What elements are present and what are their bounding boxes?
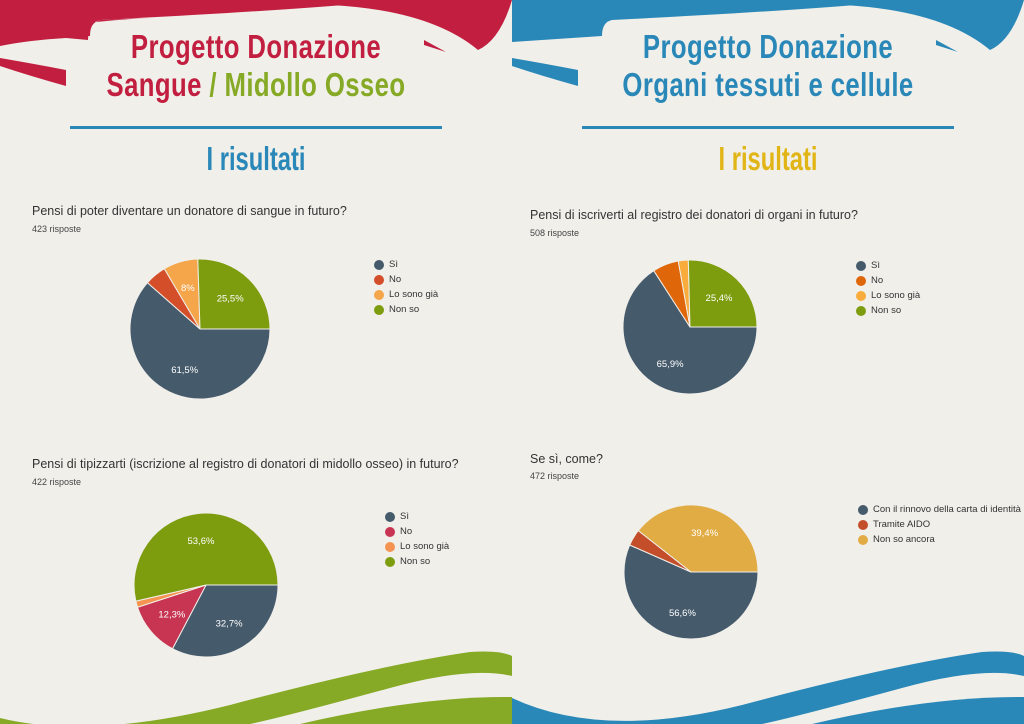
- legend-label: Tramite AIDO: [873, 519, 931, 530]
- title-midollo: Midollo Osseo: [224, 66, 406, 103]
- results-heading: I risultati: [718, 140, 818, 177]
- pie-slice-non-so-ancora: [637, 504, 759, 573]
- legend-item: Lo sono già: [374, 287, 438, 302]
- legend-dot-icon: [374, 304, 384, 315]
- divider: [70, 126, 442, 129]
- pie-slice-non-so: [197, 258, 271, 330]
- slice-data-label: 32,7%: [216, 619, 243, 630]
- legend-item: No: [385, 524, 449, 539]
- legend-dot-icon: [385, 526, 395, 537]
- legend-item: Sì: [385, 509, 449, 524]
- question-title: Se sì, come?: [530, 452, 603, 466]
- legend-label: No: [389, 274, 402, 285]
- legend-item: Non so: [385, 554, 449, 569]
- legend-item: Lo sono già: [385, 539, 449, 554]
- slice-data-label: 53,6%: [187, 536, 214, 547]
- legend-dot-icon: [858, 504, 868, 515]
- legend-item: Lo sono già: [856, 288, 920, 303]
- slice-data-label: 25,5%: [217, 293, 244, 304]
- pie-slice-non-so: [687, 259, 758, 328]
- legend-label: No: [400, 526, 413, 537]
- question-title: Pensi di tipizzarti (iscrizione al regis…: [32, 457, 459, 471]
- bottom-wave: [0, 651, 512, 724]
- legend-dot-icon: [858, 534, 868, 545]
- legend-dot-icon: [374, 289, 384, 300]
- legend-label: Non so: [400, 556, 431, 567]
- legend-dot-icon: [856, 260, 866, 271]
- legend-item: Sì: [856, 258, 920, 273]
- bottom-wave: [512, 651, 1024, 724]
- legend: Sì No Lo sono già Non so: [385, 509, 449, 569]
- legend: Con il rinnovo della carta di identità Tr…: [858, 502, 1021, 547]
- legend-label: Lo sono già: [400, 541, 450, 552]
- response-count: 472 risposte: [530, 471, 580, 481]
- results-heading: I risultati: [206, 140, 306, 177]
- project-title-line1: Progetto Donazione: [130, 28, 382, 65]
- response-count: 508 risposte: [530, 228, 580, 238]
- pie-slice-s-: [129, 282, 271, 400]
- legend: Sì No Lo sono già Non so: [856, 258, 920, 318]
- pie-slice-s-: [622, 269, 758, 395]
- legend-dot-icon: [856, 305, 866, 316]
- question-title: Pensi di iscriverti al registro dei dona…: [530, 208, 858, 222]
- legend-item: Sì: [374, 257, 438, 272]
- slice-data-label: 61,5%: [171, 365, 198, 376]
- legend-label: Sì: [871, 260, 880, 271]
- top-swoosh-decoration: [0, 0, 512, 724]
- pie-chart-marrow: 32,7% 12,3% 53,6%: [133, 512, 279, 658]
- legend-label: Non so: [389, 304, 420, 315]
- pie-chart-blood: 61,5% 8% 25,5%: [129, 258, 271, 400]
- top-swoosh-decoration: [512, 0, 1024, 724]
- project-title-line1: Progetto Donazione: [642, 28, 894, 65]
- legend-item: No: [856, 273, 920, 288]
- pie-slice-con-il-rinnovo-della-carta-di-identit-: [623, 544, 759, 640]
- legend-dot-icon: [856, 275, 866, 286]
- slice-data-label: 25,4%: [706, 293, 733, 304]
- slice-data-label: 56,6%: [669, 608, 696, 619]
- title-sangue: Sangue: [106, 66, 202, 103]
- legend-dot-icon: [385, 556, 395, 567]
- pie-slice-non-so: [133, 512, 279, 602]
- pie-slice-s-: [171, 584, 279, 658]
- legend-label: No: [871, 275, 884, 286]
- legend-dot-icon: [374, 259, 384, 270]
- pie-chart-how: 56,6% 39,4%: [623, 504, 759, 640]
- project-title-line2: Organi tessuti e cellule: [622, 66, 914, 103]
- pie-chart-organs: 65,9% 25,4%: [622, 259, 758, 395]
- legend-dot-icon: [374, 274, 384, 285]
- legend-item: Con il rinnovo della carta di identità: [858, 502, 1021, 517]
- divider: [582, 126, 954, 129]
- left-panel-blood-marrow: Progetto Donazione Sangue / Midollo Osse…: [0, 0, 512, 724]
- legend-item: Non so: [856, 303, 920, 318]
- response-count: 423 risposte: [32, 224, 82, 234]
- legend-label: Non so ancora: [873, 534, 935, 545]
- legend-label: Sì: [389, 259, 398, 270]
- legend-item: Tramite AIDO: [858, 517, 1021, 532]
- legend-dot-icon: [385, 511, 395, 522]
- legend-label: Con il rinnovo della carta di identità: [873, 504, 1021, 515]
- slice-data-label: 39,4%: [691, 528, 718, 539]
- legend-dot-icon: [858, 519, 868, 530]
- response-count: 422 risposte: [32, 477, 82, 487]
- legend-dot-icon: [856, 290, 866, 301]
- slice-data-label: 8%: [181, 283, 195, 294]
- legend-label: Lo sono già: [871, 290, 921, 301]
- slice-data-label: 65,9%: [657, 359, 684, 370]
- right-panel-organs: Progetto Donazione Organi tessuti e cell…: [512, 0, 1024, 724]
- question-title: Pensi di poter diventare un donatore di …: [32, 204, 347, 218]
- legend-item: Non so ancora: [858, 532, 1021, 547]
- legend-item: Non so: [374, 302, 438, 317]
- legend-dot-icon: [385, 541, 395, 552]
- legend-label: Sì: [400, 511, 409, 522]
- slice-data-label: 12,3%: [158, 609, 185, 620]
- legend-label: Lo sono già: [389, 289, 439, 300]
- legend: Sì No Lo sono già Non so: [374, 257, 438, 317]
- legend-item: No: [374, 272, 438, 287]
- title-separator: /: [201, 66, 225, 103]
- legend-label: Non so: [871, 305, 902, 316]
- project-title-line2: Sangue / Midollo Osseo: [56, 66, 455, 104]
